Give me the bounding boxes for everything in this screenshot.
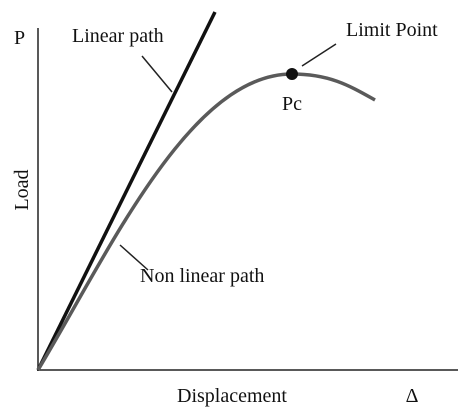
- y-axis-symbol: P: [14, 27, 25, 49]
- leader-line: [141, 55, 173, 93]
- linear-path-line: [36, 11, 217, 371]
- leader-line: [301, 43, 337, 67]
- annotation: Non linear path: [140, 265, 264, 287]
- annotation: Pc: [282, 93, 302, 115]
- nonlinear-path-curve: [36, 72, 376, 371]
- x-axis-label: Displacement: [177, 385, 287, 407]
- limit-point-marker: [286, 68, 298, 80]
- y-axis-label: Load: [11, 169, 33, 210]
- annotation: Limit Point: [346, 19, 438, 41]
- leader-line: [119, 244, 149, 271]
- annotation: Linear path: [72, 25, 164, 47]
- x-axis-symbol: Δ: [406, 385, 419, 407]
